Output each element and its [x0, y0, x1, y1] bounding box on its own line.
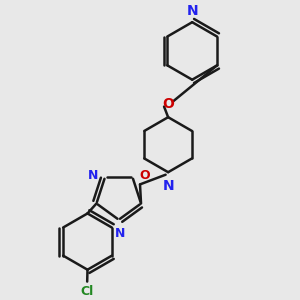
- Text: O: O: [162, 97, 174, 111]
- Text: Cl: Cl: [81, 285, 94, 298]
- Text: O: O: [140, 169, 150, 182]
- Text: N: N: [88, 169, 99, 182]
- Text: N: N: [162, 179, 174, 193]
- Text: N: N: [115, 226, 125, 240]
- Text: N: N: [186, 4, 198, 17]
